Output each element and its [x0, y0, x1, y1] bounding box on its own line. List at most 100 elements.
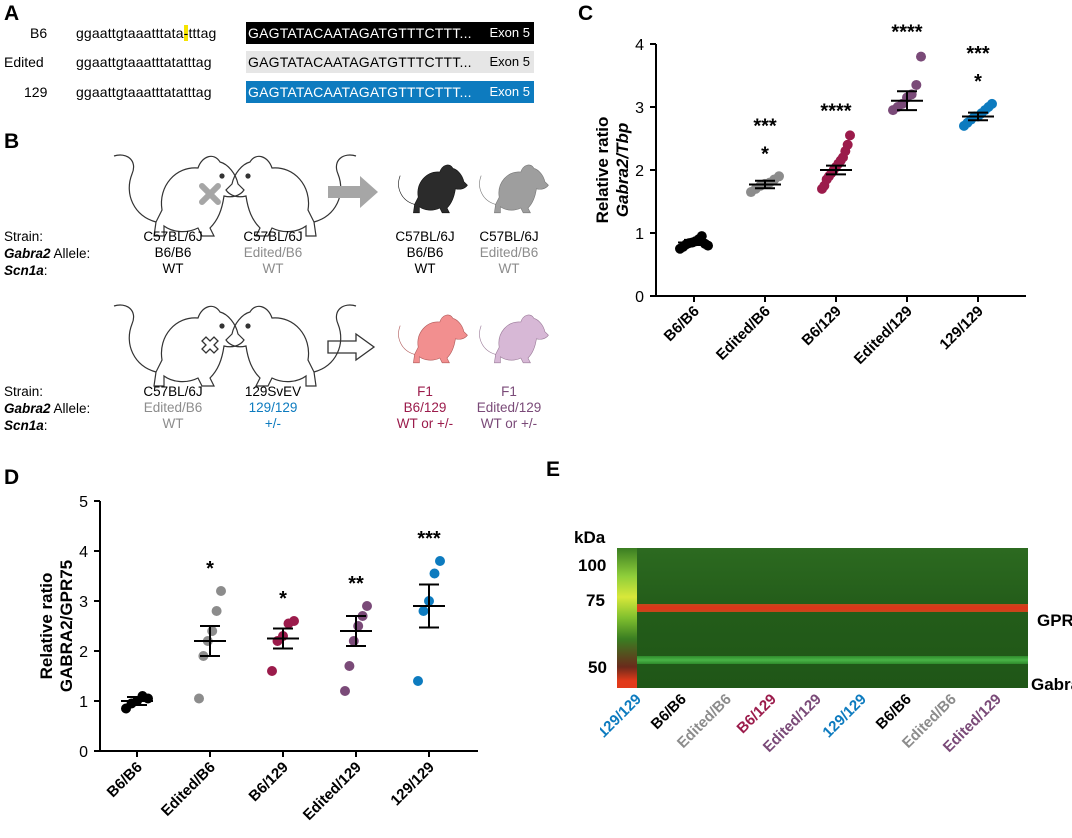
exon-label: Exon 5 — [489, 84, 530, 99]
y-tick-label: 3 — [79, 594, 88, 611]
strain: C57BL/6J — [143, 229, 203, 244]
genotype-col: C57BL/6J B6/B6 WT — [113, 229, 233, 277]
y-tick-label: 0 — [635, 289, 644, 306]
strain: C57BL/6J — [395, 229, 455, 244]
sequence-name: 129 — [24, 84, 48, 100]
kda-title: kDa — [574, 528, 606, 547]
mouse-grey-icon — [479, 164, 549, 214]
y-tick-label: 1 — [635, 226, 644, 243]
x-tick-label: Edited/129 — [300, 759, 365, 824]
x-tick-label: Edited/B6 — [713, 303, 774, 364]
gene-name: Gabra2 — [4, 401, 51, 416]
marker-100: 100 — [578, 556, 607, 575]
significance-mark: *** — [966, 43, 990, 65]
significance-mark: * — [206, 558, 214, 580]
gene-name: Scn1a — [4, 263, 44, 278]
intron-seq-pre: ggaattgtaaatttata — [76, 25, 184, 41]
arrow-icon — [328, 176, 378, 208]
row-label-allele: Gabra2 Allele: — [4, 246, 90, 262]
exon-sequence: GAGTATACAATAGATGTTTCTTT... — [248, 25, 472, 41]
exon-box: GAGTATACAATAGATGTTTCTTT... Exon 5 — [246, 81, 534, 103]
data-point — [211, 606, 222, 616]
cross-icon — [199, 183, 221, 205]
data-point — [353, 621, 364, 631]
x-tick-label: 129/129 — [936, 303, 986, 353]
colon: : — [43, 418, 48, 433]
mouse-outline-icon — [113, 304, 245, 387]
row-label-strain: Strain: — [4, 384, 44, 399]
data-point — [429, 568, 440, 579]
data-point — [413, 676, 423, 686]
y-axis-label-2: GABRA2/GPR75 — [57, 560, 76, 692]
band-label-gabra2: Gabra2 — [1031, 675, 1072, 694]
data-point — [696, 231, 707, 242]
y-axis-label: Relative ratio — [37, 573, 56, 680]
y-tick-label: 1 — [79, 694, 88, 711]
data-point — [418, 606, 429, 616]
y-axis-label-2: Gabra2/Tbp — [613, 123, 632, 217]
data-point — [289, 616, 299, 626]
x-tick-label: Edited/129 — [851, 303, 916, 368]
allele-word: Allele: — [50, 401, 91, 416]
data-point — [916, 51, 926, 62]
y-tick-label: 2 — [79, 644, 88, 661]
data-point — [344, 661, 355, 671]
sequence-name: Edited — [4, 54, 44, 70]
intron-sequence: ggaattgtaaatttatatttag — [76, 84, 212, 100]
panel-label-d: D — [4, 466, 20, 489]
gene-name: Gabra2 — [4, 246, 51, 261]
intron-sequence: ggaattgtaaatttatatttag — [76, 54, 212, 70]
y-tick-label: 4 — [635, 37, 644, 54]
row-label-allele: Gabra2 Allele: — [4, 401, 90, 417]
allele: Edited/B6 — [243, 245, 303, 260]
genotype-col: C57BL/6J Edited/B6 WT — [213, 229, 333, 277]
mouse-outline-icon — [225, 154, 357, 237]
exon-sequence: GAGTATACAATAGATGTTTCTTT... — [248, 54, 472, 70]
significance-mark: ** — [348, 573, 364, 595]
lane-label: B6/B6 — [648, 691, 690, 733]
sequence-row-129: 129 ggaattgtaaatttatatttag GAGTATACAATAG… — [0, 81, 540, 103]
lane-label: B6/B6 — [873, 691, 915, 733]
genotype-col: F1 Edited/129 WT or +/- — [449, 384, 569, 432]
mouse-lilac-icon — [479, 314, 549, 364]
exon-label: Exon 5 — [489, 25, 530, 40]
lane-labels: 129/129 B6/B6Edited/B6B6/129Edited/129129… — [600, 691, 1005, 756]
row-label-scn1a: Scn1a: — [4, 418, 48, 434]
y-tick-label: 4 — [79, 544, 88, 561]
mouse-pink-icon — [398, 314, 468, 364]
allele: 129/129 — [248, 400, 298, 415]
panel-label-a: A — [4, 2, 20, 25]
significance-mark: **** — [820, 100, 851, 122]
gpr75-band — [637, 604, 1028, 612]
scn1a-status: WT — [414, 261, 436, 276]
row-label-strain: Strain: — [4, 229, 44, 244]
mouse-outline-icon — [113, 154, 245, 237]
strain: 129SvEV — [244, 384, 302, 399]
genotype-col: C57BL/6J Edited/B6 WT — [449, 229, 569, 277]
data-point — [842, 139, 853, 150]
data-point — [845, 130, 855, 141]
marker-50: 50 — [588, 658, 607, 677]
allele: Edited/B6 — [479, 245, 539, 260]
data-point — [216, 586, 226, 596]
strain: C57BL/6J — [479, 229, 539, 244]
mouse-outline-icon — [225, 304, 357, 387]
strain: F1 — [501, 384, 517, 399]
data-point — [348, 636, 359, 646]
western-blot-image — [617, 548, 1028, 688]
scn1a-status: +/- — [264, 416, 282, 431]
strain: F1 — [417, 384, 433, 399]
data-point — [911, 79, 922, 90]
scn1a-status: WT — [162, 416, 184, 431]
allele: B6/B6 — [154, 245, 192, 260]
sequence-row-edited: Edited ggaattgtaaatttatatttag GAGTATACAA… — [0, 51, 540, 73]
sequence-name: B6 — [30, 25, 48, 41]
scn1a-status: WT — [262, 261, 284, 276]
exon-box: GAGTATACAATAGATGTTTCTTT... Exon 5 — [246, 22, 534, 44]
data-point — [774, 171, 784, 182]
data-point — [267, 666, 277, 676]
significance-mark: * — [761, 143, 769, 165]
y-tick-label: 0 — [79, 744, 88, 761]
exon-label: Exon 5 — [489, 54, 530, 69]
